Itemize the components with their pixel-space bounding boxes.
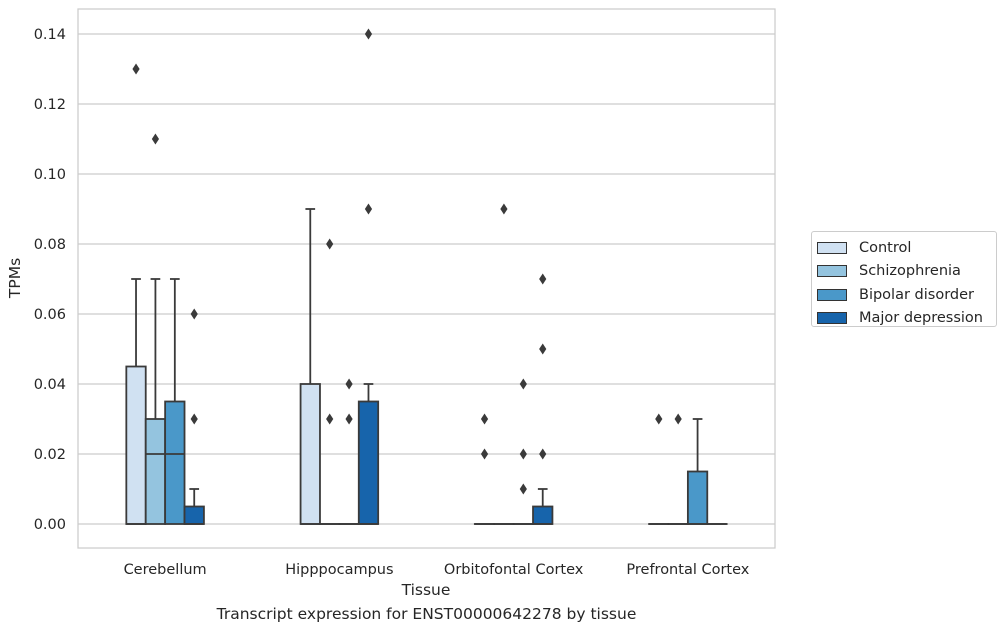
chart-caption: Transcript expression for ENST0000064227…: [216, 605, 637, 623]
x-tick-label: Hipppocampus: [285, 562, 393, 578]
box-major-depression-cerebellum: [183, 308, 205, 525]
legend-label: Control: [859, 239, 912, 256]
outlier-point: [326, 413, 334, 425]
legend-item: Schizophrenia: [817, 260, 996, 284]
plot-area: [78, 9, 775, 548]
outlier-point: [674, 413, 682, 425]
legend-label: Bipolar disorder: [859, 286, 974, 303]
outlier-point: [364, 203, 373, 215]
box-bipolar-disorder-hipppocampus: [338, 378, 360, 525]
y-tick-label: 0.12: [34, 97, 66, 113]
outlier-point: [539, 448, 547, 460]
box-groups: [125, 28, 728, 525]
outlier-point: [151, 133, 160, 145]
legend-swatch: [817, 241, 847, 254]
outlier-point: [519, 448, 527, 460]
outlier-point: [519, 378, 527, 390]
outlier-point: [326, 238, 334, 250]
box-bipolar-disorder-prefrontal-cortex: [686, 418, 709, 525]
outlier-point: [519, 483, 527, 495]
box-body: [686, 470, 709, 525]
x-axis-label: Tissue: [401, 581, 451, 599]
outlier-point: [655, 413, 663, 425]
outlier-point: [539, 343, 547, 355]
box-schizophrenia-hipppocampus: [319, 238, 341, 525]
outlier-point: [190, 308, 198, 320]
outlier-point: [364, 28, 373, 40]
legend: Control Schizophrenia Bipolar disorder Majo…: [811, 231, 997, 327]
x-tick-label: Cerebellum: [124, 562, 207, 578]
legend-item: Bipolar disorder: [817, 283, 996, 307]
box-body: [299, 383, 321, 525]
y-tick-label: 0.08: [34, 237, 66, 253]
legend-item: Major depression: [817, 307, 996, 331]
y-tick-label: 0.14: [34, 27, 66, 43]
box-body: [532, 505, 554, 525]
x-tick-label: Prefrontal Cortex: [626, 562, 749, 578]
y-tick-label: 0.10: [34, 167, 66, 183]
y-tick-labels: 0.00 0.02 0.04 0.06 0.08 0.10 0.12 0.14: [34, 27, 66, 533]
box-control-cerebellum: [125, 63, 147, 525]
box-body: [164, 400, 186, 525]
y-tick-label: 0.04: [34, 377, 66, 393]
box-body: [357, 400, 380, 525]
y-axis-label: TPMs: [6, 258, 24, 299]
y-tick-label: 0.00: [34, 517, 66, 533]
outlier-point: [539, 273, 547, 285]
outlier-point: [345, 413, 353, 425]
box-control-hipppocampus: [299, 208, 321, 525]
outlier-point: [190, 413, 198, 425]
outlier-point: [500, 203, 508, 215]
box-major-depression-orbitofontal-cortex: [532, 273, 554, 525]
y-tick-label: 0.02: [34, 447, 66, 463]
y-tick-label: 0.06: [34, 307, 66, 323]
box-body: [183, 505, 205, 525]
box-major-depression-hipppocampus: [357, 28, 380, 525]
outlier-point: [480, 448, 489, 460]
plot-frame: [77, 8, 776, 549]
box-bipolar-disorder-cerebellum: [164, 278, 186, 525]
legend-label: Schizophrenia: [859, 263, 961, 280]
outlier-point: [345, 378, 353, 390]
box-body: [144, 418, 167, 525]
outlier-point: [132, 63, 140, 75]
legend-swatch: [817, 288, 847, 301]
x-tick-label: Orbitofontal Cortex: [444, 562, 584, 578]
legend-item: Control: [817, 236, 996, 260]
box-body: [125, 365, 147, 525]
legend-label: Major depression: [859, 310, 983, 327]
legend-swatch: [817, 312, 847, 325]
x-tick-labels: Cerebellum Hipppocampus Orbitofontal Corte…: [124, 562, 750, 578]
outlier-point: [480, 413, 489, 425]
legend-swatch: [817, 265, 847, 278]
